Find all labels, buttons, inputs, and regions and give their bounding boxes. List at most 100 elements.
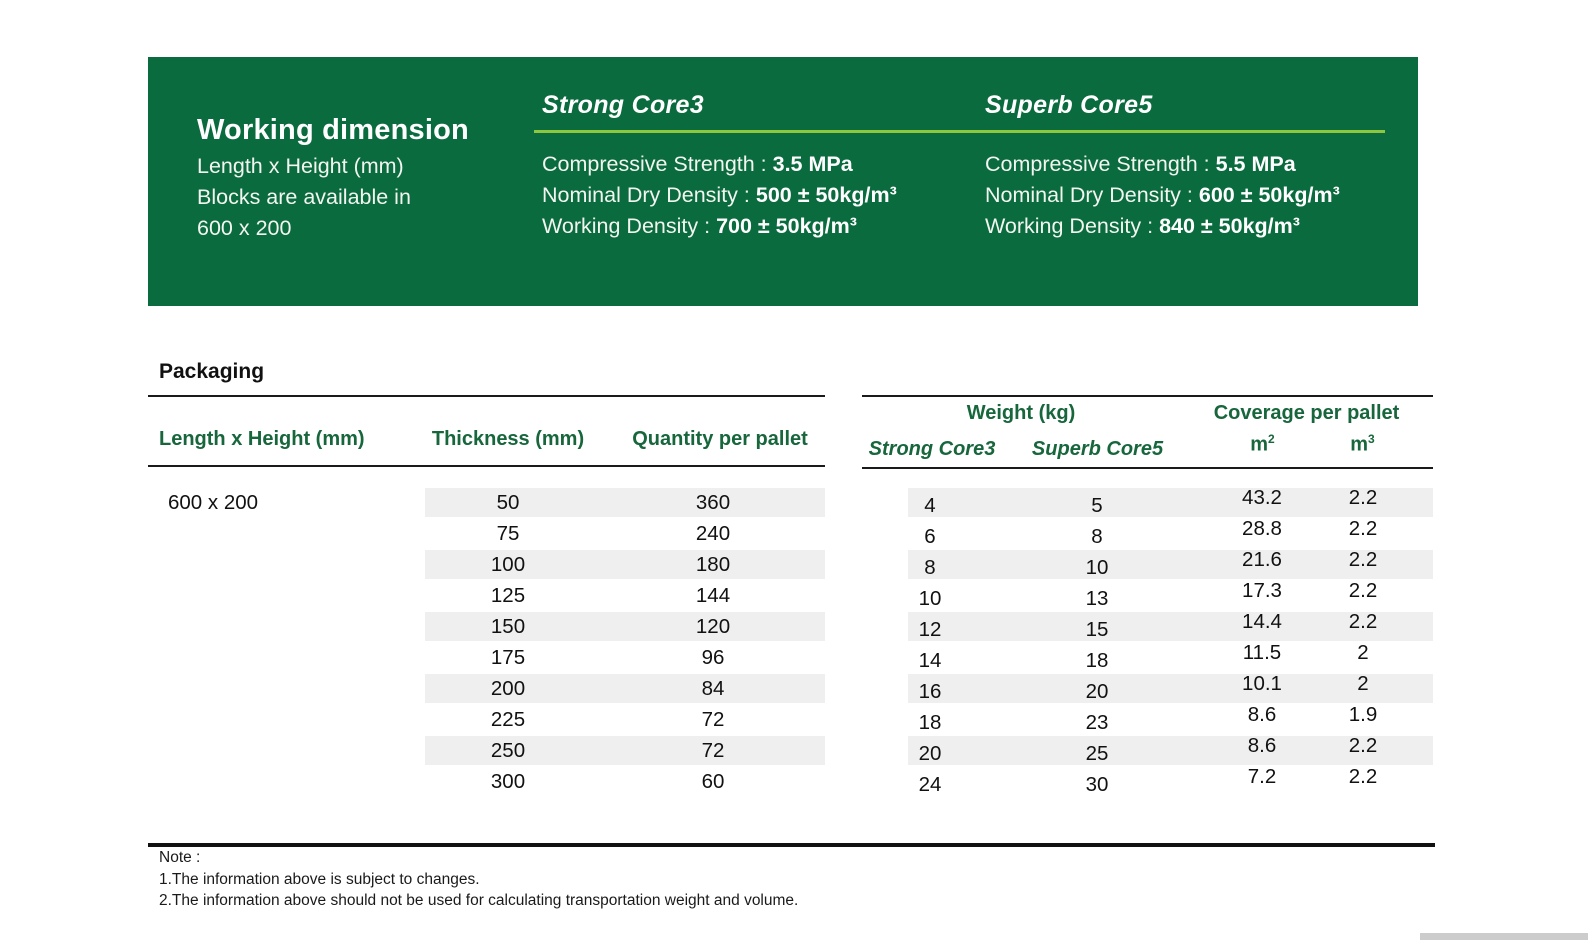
note-title: Note : xyxy=(159,849,201,866)
table-cell: 72 xyxy=(701,739,725,762)
table-cell: 2.2 xyxy=(1348,734,1378,757)
table-cell: 2.2 xyxy=(1348,548,1378,571)
table-cell: 4 xyxy=(924,494,936,517)
subheader-superb-core5: Superb Core5 xyxy=(1031,438,1164,460)
table-cell xyxy=(168,704,348,735)
note-line-1: 1.The information above is subject to ch… xyxy=(159,870,480,888)
table-cell: 175 xyxy=(490,646,526,669)
spec-line: Working Density : 840 ± 50kg/m³ xyxy=(985,211,1340,242)
spec-label: Working Density : xyxy=(542,214,717,238)
row-stripe xyxy=(908,612,1433,641)
note-block: Note : 1.The information above is subjec… xyxy=(159,847,798,912)
table-cell: 72 xyxy=(701,708,725,731)
table-cell: 1.9 xyxy=(1348,703,1378,726)
row-stripe xyxy=(908,550,1433,579)
table-cell: 84 xyxy=(701,677,725,700)
scrollbar-fragment[interactable] xyxy=(1420,933,1588,940)
table-cell xyxy=(168,766,348,797)
table-cell: 28.8 xyxy=(1242,517,1282,540)
table-cell: 13 xyxy=(1085,587,1109,610)
header-length-height: Length x Height (mm) xyxy=(159,428,365,450)
m3-sup: 3 xyxy=(1368,432,1375,446)
table-cell: 10 xyxy=(1085,556,1109,579)
header-coverage-per-pallet: Coverage per pallet xyxy=(1213,402,1400,424)
working-dimension-line2: Blocks are available in xyxy=(197,185,411,209)
m2-sup: 2 xyxy=(1268,432,1275,446)
table-cell: 240 xyxy=(695,522,731,545)
table-row: 8 10 21.6 2.2 xyxy=(862,548,1433,580)
row-stripe xyxy=(425,612,825,641)
table-cell: 2.2 xyxy=(1348,610,1378,633)
table-cell: 2.2 xyxy=(1348,579,1378,602)
table-cell: 144 xyxy=(695,584,731,607)
row-stripe xyxy=(908,736,1433,765)
product-strong-core3-specs: Compressive Strength : 3.5 MPa Nominal D… xyxy=(542,149,897,242)
working-dimension-line1: Length x Height (mm) xyxy=(197,154,404,178)
table-row: 10 13 17.3 2.2 xyxy=(862,579,1433,611)
table-cell xyxy=(168,580,348,611)
spec-label: Working Density : xyxy=(985,214,1160,238)
spec-value: 600 ± 50kg/m³ xyxy=(1198,183,1340,207)
table-cell: 360 xyxy=(695,491,731,514)
spec-banner: Working dimension Length x Height (mm) B… xyxy=(148,57,1418,306)
table-row: 600 x 200 50 360 xyxy=(148,487,825,518)
table-row: 24 30 7.2 2.2 xyxy=(862,765,1433,797)
banner-divider-line xyxy=(534,130,1385,133)
spec-value: 5.5 MPa xyxy=(1215,152,1296,176)
subheader-m3: m3 xyxy=(1315,432,1410,457)
working-dimension-line3: 600 x 200 xyxy=(197,216,292,240)
spec-label: Nominal Dry Density : xyxy=(542,183,756,207)
row-stripe xyxy=(425,736,825,765)
table-cell: 120 xyxy=(695,615,731,638)
table-row: 16 20 10.1 2 xyxy=(862,672,1433,704)
table-cell xyxy=(168,549,348,580)
working-dimension-title: Working dimension xyxy=(197,114,469,146)
table-cell: 8.6 xyxy=(1247,703,1277,726)
table-cell: 60 xyxy=(701,770,725,793)
header-thickness: Thickness (mm) xyxy=(431,428,585,450)
table-cell xyxy=(168,735,348,766)
table-cell: 15 xyxy=(1085,618,1109,641)
table-cell: 75 xyxy=(496,522,520,545)
table-cell: 125 xyxy=(490,584,526,607)
row-stripe xyxy=(908,488,1433,517)
row-stripe xyxy=(908,674,1433,703)
right-table-body: 4 5 43.2 2.2 6 8 28.8 2.2 8 10 21.6 2.2 10 13 17.3 2.2 1… xyxy=(862,486,1433,797)
table-row: 100 180 xyxy=(148,549,825,580)
table-cell: 20 xyxy=(1085,680,1109,703)
right-table-header-rule xyxy=(862,467,1433,469)
table-cell: 16 xyxy=(918,680,942,703)
table-cell xyxy=(168,611,348,642)
working-dimension-block: Working dimension Length x Height (mm) B… xyxy=(197,113,469,244)
table-cell: 30 xyxy=(1085,773,1109,796)
table-row: 200 84 xyxy=(148,673,825,704)
left-table-top-rule xyxy=(148,395,825,397)
table-cell: 18 xyxy=(1085,649,1109,672)
table-cell: 5 xyxy=(1091,494,1103,517)
table-cell: 8 xyxy=(924,556,936,579)
table-cell: 23 xyxy=(1085,711,1109,734)
table-cell: 2.2 xyxy=(1348,765,1378,788)
subheader-m2: m2 xyxy=(1215,432,1310,457)
table-row: 20 25 8.6 2.2 xyxy=(862,734,1433,766)
table-row: 6 8 28.8 2.2 xyxy=(862,517,1433,549)
table-row: 225 72 xyxy=(148,704,825,735)
row-stripe xyxy=(425,550,825,579)
bottom-rule xyxy=(148,843,1435,847)
table-row: 14 18 11.5 2 xyxy=(862,641,1433,673)
subheader-strong-core3: Strong Core3 xyxy=(868,438,996,460)
table-cell: 8.6 xyxy=(1247,734,1277,757)
spec-label: Compressive Strength : xyxy=(542,152,773,176)
table-cell: 200 xyxy=(490,677,526,700)
spec-value: 700 ± 50kg/m³ xyxy=(716,214,857,238)
note-line-2: 2.The information above should not be us… xyxy=(159,892,799,909)
packaging-title: Packaging xyxy=(159,360,265,383)
table-cell: 10 xyxy=(918,587,942,610)
table-row: 4 5 43.2 2.2 xyxy=(862,486,1433,518)
table-cell: 7.2 xyxy=(1247,765,1277,788)
table-cell: 150 xyxy=(490,615,526,638)
m3-base: m xyxy=(1350,433,1369,456)
left-table-body: 600 x 200 50 360 75 240 100 180 125 144 150 120 175… xyxy=(148,487,825,797)
table-cell: 14.4 xyxy=(1242,610,1282,633)
